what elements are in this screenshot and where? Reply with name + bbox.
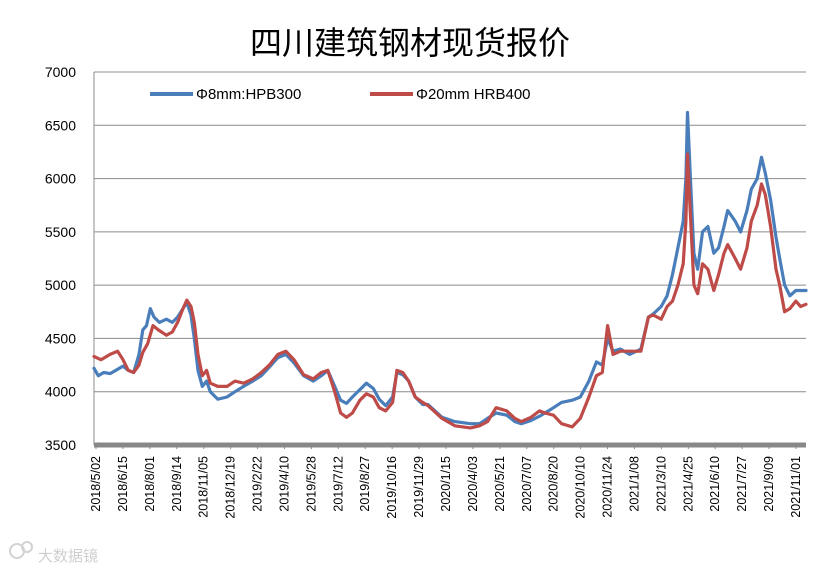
y-tick-label: 6500	[45, 117, 76, 133]
x-tick-label: 2021/7/27	[735, 456, 749, 512]
legend-label-hpb300: Φ8mm:HPB300	[196, 86, 301, 103]
x-tick-label: 2020/7/07	[520, 456, 534, 512]
x-tick-label: 2021/4/25	[681, 456, 695, 512]
x-tick-label: 2019/4/10	[277, 456, 291, 512]
x-tick-label: 2019/7/12	[331, 456, 345, 512]
x-tick-label: 2019/11/29	[412, 456, 426, 518]
line-chart: 四川建筑钢材现货报价 3500 4000 4500 5000 5500 6000 6500 7…	[0, 0, 823, 574]
x-tick-label: 2021/11/01	[789, 456, 803, 518]
x-tick-label: 2019/2/22	[251, 456, 265, 512]
y-tick-label: 4500	[45, 330, 76, 346]
x-tick-label: 2020/10/10	[574, 456, 588, 519]
y-tick-label: 5500	[45, 224, 76, 240]
y-tick-label: 3500	[45, 437, 76, 453]
x-tick-label: 2018/11/05	[197, 456, 211, 518]
x-tick-label: 2019/8/27	[358, 456, 372, 512]
x-tick-label: 2019/5/28	[304, 456, 318, 512]
x-tick-label: 2018/6/15	[116, 456, 130, 512]
y-tick-label: 5000	[45, 277, 76, 293]
x-tick-label: 2021/9/09	[762, 456, 776, 512]
watermark-text: 大数据镜	[38, 547, 98, 565]
x-tick-label: 2020/4/03	[466, 456, 480, 512]
legend-label-hrb400: Φ20mm HRB400	[416, 86, 531, 103]
x-tick-label: 2018/9/14	[170, 456, 184, 512]
x-tick-label: 2018/8/01	[143, 456, 157, 512]
x-tick-label: 2019/10/16	[385, 456, 399, 519]
y-tick-label: 6000	[45, 171, 76, 187]
x-tick-label: 2020/1/15	[439, 456, 453, 512]
x-tick-label: 2020/11/24	[601, 456, 615, 518]
x-tick-label: 2021/1/08	[627, 456, 641, 512]
y-tick-label: 4000	[45, 384, 76, 400]
chart-title: 四川建筑钢材现货报价	[250, 24, 570, 62]
x-tick-label: 2021/6/10	[708, 456, 722, 512]
x-tick-label: 2018/12/19	[224, 456, 238, 519]
x-tick-label: 2020/5/21	[493, 456, 507, 512]
x-tick-label: 2018/5/02	[89, 456, 103, 512]
y-tick-label: 7000	[45, 64, 76, 80]
x-tick-label: 2021/3/10	[654, 456, 668, 512]
x-tick-label: 2020/8/20	[547, 456, 561, 512]
